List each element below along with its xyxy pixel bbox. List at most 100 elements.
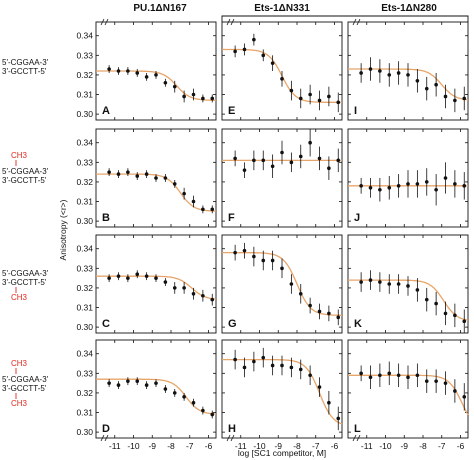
y-tick-label: 0.34	[76, 138, 93, 148]
y-tick-label: 0.32	[76, 283, 93, 293]
data-point	[144, 383, 149, 387]
data-point	[415, 288, 420, 292]
data-point	[359, 184, 363, 188]
data-point	[424, 180, 429, 184]
data-point	[368, 278, 373, 282]
data-point	[163, 176, 168, 180]
data-point	[280, 266, 284, 271]
data-point	[201, 96, 205, 101]
y-tick-label: 0.32	[76, 388, 93, 398]
data-point	[443, 176, 448, 180]
plot-frame	[347, 21, 469, 121]
data-point	[252, 254, 256, 259]
data-point	[270, 61, 275, 65]
y-tick-label: 0.34	[76, 349, 93, 359]
x-axis-label: log [SC1 competitor, M]	[238, 448, 326, 458]
data-point	[443, 311, 448, 316]
data-point	[116, 383, 121, 387]
data-point	[289, 88, 294, 93]
x-tick-label: -9	[274, 441, 282, 451]
y-tick-label: 0.33	[76, 157, 93, 167]
data-point	[252, 37, 256, 42]
data-point	[368, 375, 373, 380]
data-point	[415, 79, 420, 83]
data-point	[289, 160, 294, 165]
panel-l: -11 -10 -9 -8 -7 -6 L	[347, 339, 469, 451]
methyl-top-label: CH3	[11, 151, 28, 160]
dna-bottom-strand: 3'-GCCTT-5'	[2, 176, 47, 185]
data-point	[233, 49, 237, 54]
data-point	[415, 182, 420, 186]
data-point	[336, 158, 341, 163]
data-point	[308, 303, 312, 308]
panel-label: I	[354, 105, 357, 117]
data-point	[298, 96, 303, 101]
x-tick-label: -7	[312, 441, 320, 451]
data-point	[308, 373, 312, 378]
data-point	[126, 170, 130, 174]
data-point	[406, 284, 410, 288]
data-point	[462, 96, 467, 101]
plot-frame	[95, 234, 217, 334]
data-point	[387, 282, 392, 286]
dna-label-row-3: 5'-CGGAA-3' 3'-GCCTT-5' CH3	[2, 269, 49, 302]
data-point	[252, 359, 256, 364]
data-point	[298, 367, 303, 372]
y-tick-label: 0.34	[76, 244, 93, 254]
data-point	[242, 47, 247, 52]
methyl-bottom-label: CH3	[11, 293, 28, 302]
data-point	[182, 395, 186, 399]
panel-label: C	[102, 318, 110, 330]
data-point	[317, 309, 322, 314]
data-point	[163, 80, 168, 85]
data-point	[261, 355, 266, 360]
y-tick-label: 0.30	[76, 322, 93, 332]
data-point	[280, 363, 284, 368]
plot-frame	[221, 234, 343, 334]
data-point	[116, 69, 121, 73]
data-point	[396, 373, 401, 378]
panel-f: F	[221, 128, 343, 228]
data-point	[126, 69, 130, 73]
axis-break-mark	[226, 434, 235, 442]
data-point	[462, 184, 467, 188]
data-point	[453, 313, 457, 318]
plot-frame	[221, 128, 343, 228]
data-point	[182, 94, 186, 99]
data-point	[434, 187, 438, 192]
x-tick-label: -6	[457, 441, 465, 451]
panel-i: I	[347, 18, 469, 121]
x-tick-label: -8	[419, 441, 427, 451]
data-point	[396, 184, 401, 188]
dna-bottom-strand: 3'-GCCTT-5'	[2, 278, 47, 287]
data-point	[163, 280, 168, 284]
data-point	[387, 186, 392, 190]
data-point	[336, 100, 341, 105]
column-bracket	[221, 15, 469, 22]
data-point	[172, 286, 177, 290]
data-point	[144, 274, 149, 278]
data-point	[378, 187, 382, 192]
data-point	[396, 71, 401, 75]
data-point	[434, 379, 438, 383]
data-point	[317, 385, 322, 389]
dna-top-strand: 5'-CGGAA-3'	[2, 167, 49, 176]
panel-e: E	[221, 18, 343, 121]
panel-g: G	[221, 234, 343, 334]
x-tick-label: -11	[361, 441, 373, 451]
panel-k: K	[347, 234, 469, 334]
data-point	[210, 96, 215, 101]
data-point	[336, 416, 341, 421]
data-point	[154, 381, 158, 385]
data-point	[415, 373, 420, 378]
y-tick-label: 0.34	[76, 31, 93, 41]
dna-label-row-4: CH3 5'-CGGAA-3' 3'-GCCTT-5' CH3	[2, 359, 49, 408]
data-point	[359, 371, 363, 376]
axis-break-mark	[100, 434, 109, 442]
data-point	[368, 67, 373, 71]
data-point	[434, 82, 438, 87]
data-point	[172, 391, 177, 395]
data-point	[462, 319, 467, 324]
data-point	[201, 408, 205, 413]
plot-frame	[347, 128, 469, 228]
